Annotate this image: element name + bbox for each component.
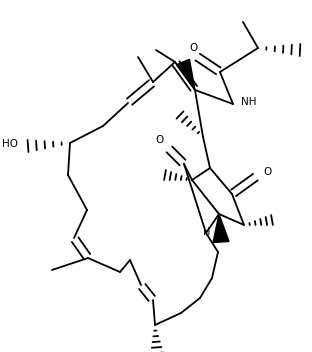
Text: O: O	[263, 167, 271, 177]
Text: NH: NH	[241, 97, 256, 107]
Text: H: H	[203, 227, 211, 237]
Polygon shape	[177, 59, 195, 90]
Text: O: O	[156, 135, 164, 145]
Polygon shape	[213, 214, 229, 243]
Text: HO: HO	[2, 139, 18, 149]
Text: O: O	[190, 43, 198, 53]
